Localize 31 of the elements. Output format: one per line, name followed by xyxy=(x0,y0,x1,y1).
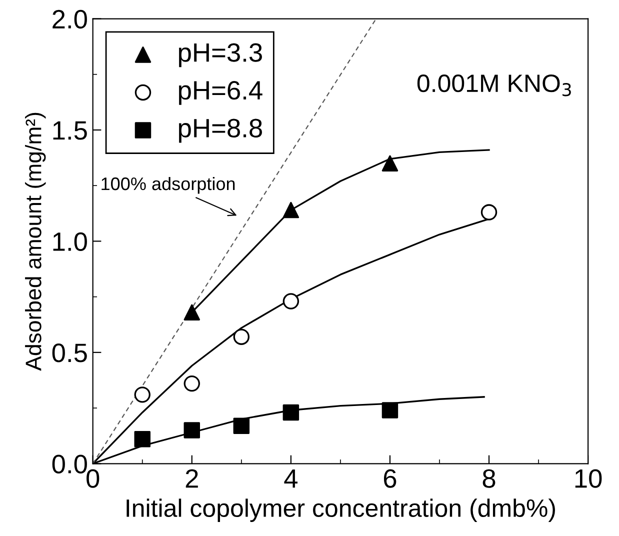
annotation: 0.001M KNO$_{3}$ xyxy=(417,74,571,96)
x-tick-label: 10 xyxy=(575,469,602,488)
y-axis-title: Adsorbed amount (mg/m²) xyxy=(25,112,46,371)
x-tick-label: 4 xyxy=(284,469,298,488)
point xyxy=(184,304,200,320)
y-tick-label: 1.0 xyxy=(53,232,87,252)
point xyxy=(233,328,250,345)
legend-label: pH=3.3 xyxy=(178,43,262,68)
legend-label: pH=6.4 xyxy=(178,81,262,105)
point xyxy=(184,422,200,438)
point xyxy=(382,402,398,418)
point xyxy=(282,202,300,218)
annotation: 100% adsorption xyxy=(102,176,235,194)
y-tick-label: 0.5 xyxy=(52,344,87,362)
point xyxy=(233,418,250,434)
y-tick-label: 0.0 xyxy=(52,454,87,474)
point xyxy=(184,375,200,392)
point xyxy=(134,386,150,403)
x-tick-label: 2 xyxy=(186,469,198,488)
y-tick-label: 1.5 xyxy=(53,121,87,140)
point xyxy=(382,155,398,172)
point xyxy=(134,431,150,448)
y-tick-label: 2.0 xyxy=(52,10,87,29)
point xyxy=(480,204,498,220)
point xyxy=(282,404,300,421)
x-axis-title: Initial copolymer concentration (dmb%) xyxy=(126,498,555,522)
legend-label: pH=8.8 xyxy=(178,118,262,143)
x-tick-label: 0 xyxy=(86,469,100,488)
x-tick-label: 6 xyxy=(384,469,396,488)
point xyxy=(282,293,300,310)
x-tick-label: 8 xyxy=(482,469,496,488)
